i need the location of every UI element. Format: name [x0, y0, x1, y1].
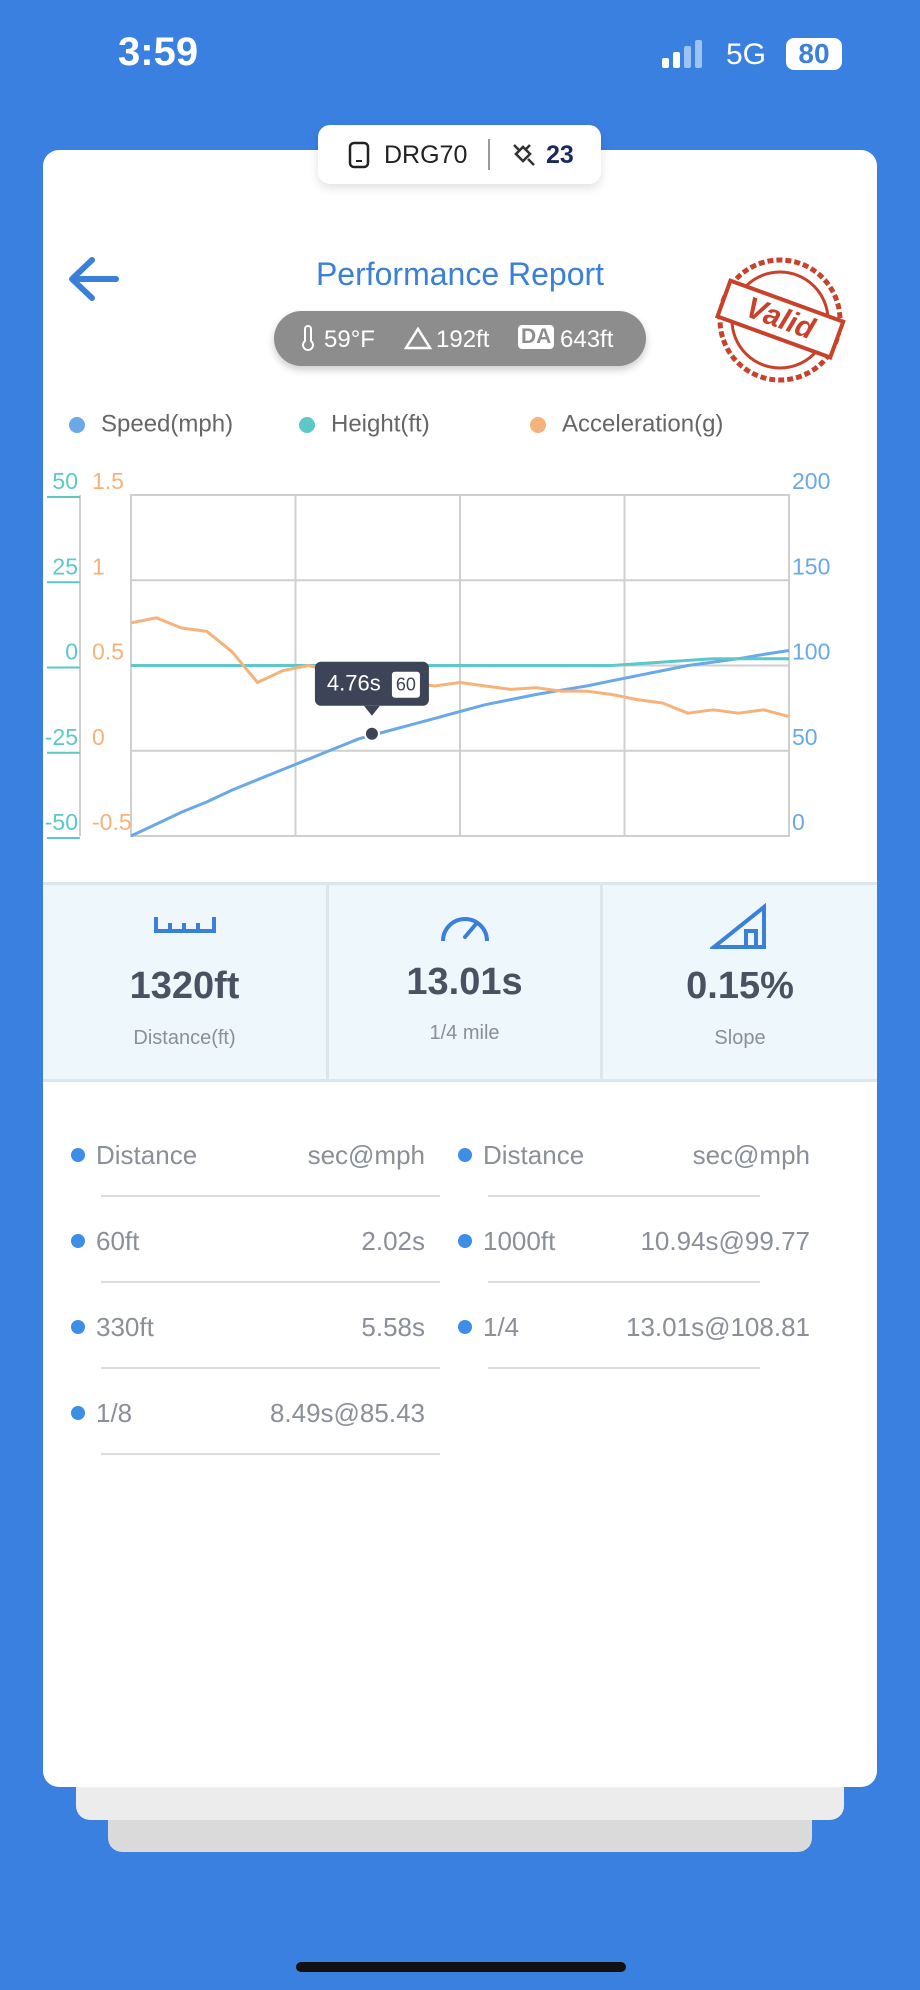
stat-label: Distance(ft): [133, 1027, 236, 1049]
stat-cell: 0.15% Slope: [603, 885, 877, 1079]
split-header: Distance: [96, 1140, 198, 1170]
split-dot: [71, 1320, 85, 1334]
split-rule: [101, 1281, 440, 1283]
stat-value: 1320ft: [129, 965, 240, 1007]
split-header: Distance: [483, 1140, 585, 1170]
split-distance: 1000ft: [483, 1226, 556, 1256]
split-dot: [71, 1234, 85, 1248]
slope-icon: [710, 903, 766, 949]
network: 5G: [726, 38, 767, 71]
home-indicator: [296, 1962, 626, 1972]
divider: [488, 139, 490, 170]
temperature: 59°F: [324, 326, 375, 353]
split-time: 5.58s: [361, 1312, 425, 1342]
split-distance: 1/4: [483, 1312, 520, 1342]
split-dot: [71, 1148, 85, 1162]
valid-stamp: Valid: [714, 254, 846, 386]
split-rule: [488, 1281, 760, 1283]
split-dot: [458, 1148, 472, 1162]
split-time: 10.94s@99.77: [640, 1226, 810, 1256]
split-rule: [488, 1195, 760, 1197]
device-name: DRG70: [384, 141, 468, 169]
back-button[interactable]: [64, 254, 124, 304]
split-time: 2.02s: [361, 1226, 425, 1256]
ruler-icon: [154, 917, 216, 933]
split-header: sec@mph: [307, 1140, 425, 1170]
stat-value: 0.15%: [686, 965, 794, 1007]
split-dot: [71, 1406, 85, 1420]
stat-cell: 1320ft Distance(ft): [43, 885, 329, 1079]
battery: 80: [786, 38, 842, 70]
density-altitude: 643ft: [560, 326, 614, 353]
da-badge: DA: [518, 325, 555, 349]
stamp-ring: [714, 257, 846, 383]
split-distance: 330ft: [96, 1312, 154, 1342]
split-time: 8.49s@85.43: [269, 1398, 425, 1428]
split-dot: [458, 1234, 472, 1248]
speedometer-icon: [441, 917, 489, 942]
stats-band: 1320ft Distance(ft) 13.01s 1/4 mile 0.15…: [43, 882, 877, 1082]
split-distance: 1/8: [96, 1398, 133, 1428]
signal-icon: [662, 40, 702, 68]
status-time: 3:59: [118, 30, 199, 74]
thermometer-icon: [302, 325, 314, 351]
stat-label: Slope: [714, 1027, 766, 1049]
device-icon: [348, 141, 370, 169]
stat-label: 1/4 mile: [429, 1022, 500, 1044]
split-dot: [458, 1320, 472, 1334]
split-distance: 60ft: [96, 1226, 140, 1256]
satellite-count: 23: [546, 141, 574, 169]
altitude: 192ft: [436, 326, 490, 353]
split-header: sec@mph: [692, 1140, 810, 1170]
stat-cell: 13.01s 1/4 mile: [329, 885, 603, 1079]
page-title: Performance Report: [315, 256, 605, 292]
device-pill[interactable]: DRG70 23: [318, 125, 601, 184]
mountain-icon: [404, 326, 432, 350]
splits-table: Distance sec@mph 60ft 2.02s 330ft 5.58s 1/8 8.4…: [71, 1140, 810, 1455]
stat-value: 13.01s: [406, 961, 523, 1003]
satellite-icon: [513, 144, 535, 166]
split-rule: [101, 1453, 440, 1455]
split-rule: [101, 1367, 440, 1369]
split-rule: [488, 1367, 760, 1369]
split-time: 13.01s@108.81: [626, 1312, 810, 1342]
conditions-pill: 59°F 192ft DA 643ft: [274, 311, 646, 366]
split-rule: [101, 1195, 440, 1197]
